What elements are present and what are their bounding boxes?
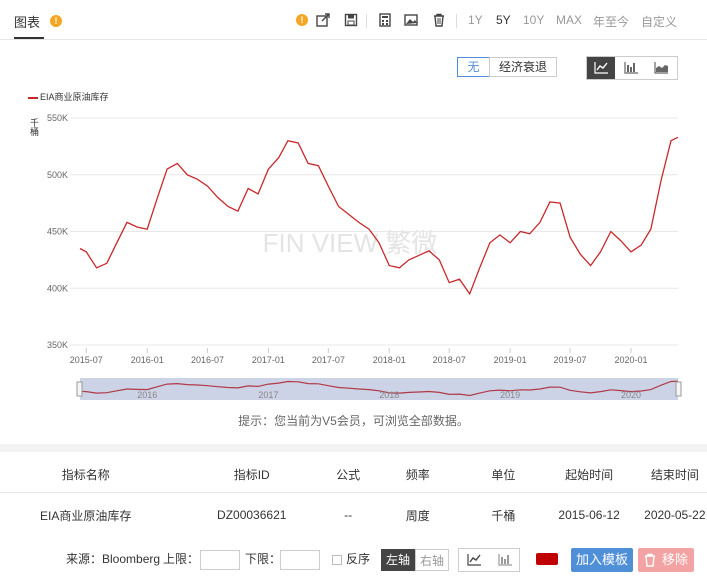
cell-name: EIA商业原油库存 [40,508,132,523]
range-5y[interactable]: 5Y [496,13,511,27]
chart-panel: 图表 ! ! 1Y 5Y 10Y MA [0,0,707,444]
source-label: 来源：Bloomberg [66,552,161,566]
navigator-left-handle[interactable] [76,381,83,397]
member-tip: 提示：您当前为V5会员，可浏览全部数据。 [238,414,469,428]
warning-icon[interactable]: ! [50,15,62,27]
calculator-icon[interactable] [378,13,392,27]
watermark: FIN VIEW 繁微 [263,228,438,258]
col-end: 结束时间 [642,458,707,493]
line-chart-icon [467,554,481,566]
y-tick-label: 450K [47,227,68,237]
tab-chart[interactable]: 图表 [14,15,41,30]
navigator-selection[interactable] [80,378,678,400]
area-chart-icon [654,62,668,74]
cell-id: DZ00036621 [217,508,287,523]
x-tick-label: 2018-07 [433,355,466,365]
toolbar-divider [366,14,367,28]
reverse-label: 反序 [346,552,371,566]
cell-formula: -- [344,508,353,523]
range-max[interactable]: MAX [556,13,583,27]
cell-unit: 千桶 [491,508,516,523]
cell-start: 2015-06-12 [558,508,620,523]
toolbar-divider [456,14,457,28]
table-row[interactable]: EIA商业原油库存 DZ00036621 -- 周度 千桶 2015-06-12… [0,492,707,538]
line-chart[interactable]: FIN VIEW 繁微 350K 400K 450K 500K 550K 2015-07 2… [0,0,707,412]
col-start: 起始时间 [535,458,643,493]
chart-legend[interactable]: EIA商业原油库存 [28,90,109,103]
x-tick-label: 2018-01 [373,355,406,365]
upper-label: 上限： [163,552,200,566]
series-bar-button[interactable] [490,549,520,571]
x-tick-label: 2019-01 [494,355,527,365]
range-ytd[interactable]: 年至今 [593,15,630,29]
navigator-line [79,380,679,397]
navigator-label: 2018 [379,390,399,400]
series-chart-type [458,548,520,572]
area-chart-button[interactable] [647,57,675,79]
chart-tabs: 图表 ! ! 1Y 5Y 10Y MA [0,0,707,40]
bar-chart-button[interactable] [617,57,645,79]
legend-label: EIA商业原油库存 [40,92,109,102]
y-axis-label: 千桶 [29,118,39,136]
lower-label: 下限： [245,552,282,566]
x-tick-label: 2017-01 [252,355,285,365]
x-tick-label: 2016-01 [131,355,164,365]
line-chart-button[interactable] [587,57,615,79]
legend-swatch [28,96,38,99]
bar-chart-icon [624,62,638,74]
navigator-label: 2017 [258,390,278,400]
series-line [79,136,679,296]
left-axis-button[interactable]: 左轴 [381,549,415,571]
x-tick-label: 2019-07 [554,355,587,365]
range-custom[interactable]: 自定义 [641,15,678,29]
table-header-row: 指标名称 指标ID 公式 频率 单位 起始时间 结束时间 [0,458,707,493]
indicator-table: 指标名称 指标ID 公式 频率 单位 起始时间 结束时间 EIA商业原油库存 D… [0,458,707,538]
bar-chart-icon [498,554,512,566]
warning-icon[interactable]: ! [296,14,308,26]
x-tick-label: 2017-07 [312,355,345,365]
cell-end: 2020-05-22 [644,508,706,523]
navigator[interactable]: 2016 2017 2018 2019 2020 [76,378,682,400]
y-tick-label: 350K [47,340,68,350]
range-10y[interactable]: 10Y [523,13,545,27]
y-tick-label: 550K [47,113,68,123]
x-tick-label: 2016-07 [191,355,224,365]
col-formula: 公式 [332,458,365,493]
series-line-button[interactable] [459,549,489,571]
navigator-label: 2016 [137,390,157,400]
upper-input[interactable] [200,550,240,570]
range-1y[interactable]: 1Y [468,13,483,27]
trash-icon[interactable] [432,13,446,27]
line-chart-icon [594,62,608,74]
y-tick-label: 500K [47,170,68,180]
add-template-button[interactable]: 加入模板 [571,548,633,572]
col-name: 指标名称 [0,458,172,493]
col-frequency: 频率 [364,458,472,493]
right-axis-button[interactable]: 右轴 [415,549,449,571]
navigator-label: 2019 [500,390,520,400]
x-tick-label: 2015-07 [70,355,103,365]
save-icon[interactable] [344,13,358,27]
cell-frequency: 周度 [405,508,430,523]
col-id: 指标ID [171,458,333,493]
remove-label: 移除 [662,552,689,567]
remove-button[interactable]: 移除 [638,548,694,572]
y-tick-label: 400K [47,283,68,293]
filter-recession-button[interactable]: 经济衰退 [489,57,557,77]
image-icon[interactable] [404,13,418,27]
navigator-right-handle[interactable] [675,381,682,397]
navigator-label: 2020 [621,390,641,400]
trash-icon [645,553,655,567]
x-tick-label: 2020-01 [614,355,647,365]
export-icon[interactable] [316,13,330,27]
lower-input[interactable] [280,550,320,570]
tab-underline [14,37,44,39]
reverse-checkbox[interactable] [332,555,342,565]
series-color-swatch[interactable] [536,553,558,565]
chart-view-toggle [586,56,678,80]
col-unit: 单位 [471,458,536,493]
